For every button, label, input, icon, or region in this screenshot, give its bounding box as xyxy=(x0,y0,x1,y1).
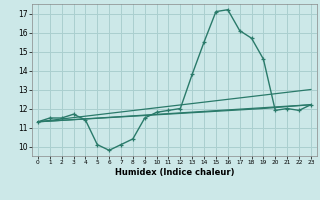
X-axis label: Humidex (Indice chaleur): Humidex (Indice chaleur) xyxy=(115,168,234,177)
